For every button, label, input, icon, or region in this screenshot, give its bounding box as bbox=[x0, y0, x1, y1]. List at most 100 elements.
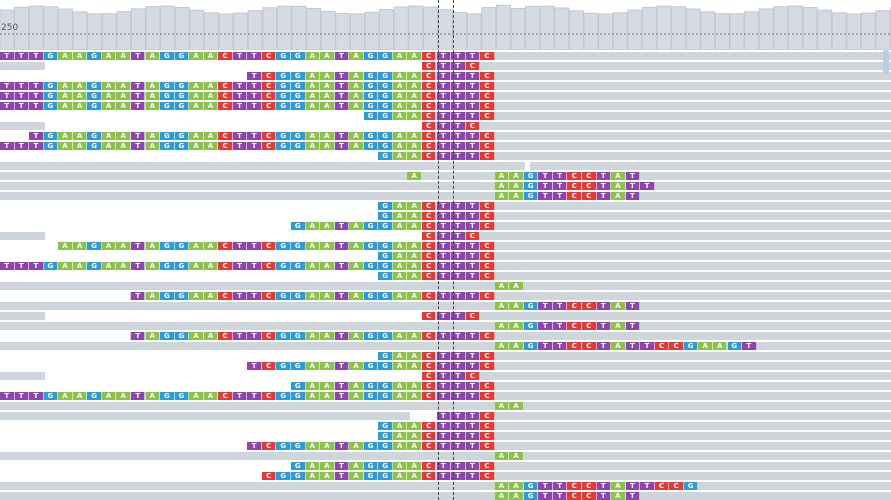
base-C: C bbox=[480, 82, 495, 90]
read-bar[interactable] bbox=[0, 172, 891, 180]
read-bar[interactable] bbox=[380, 432, 891, 440]
base-G: G bbox=[160, 92, 175, 100]
coverage-bar bbox=[802, 6, 818, 50]
read-bar[interactable] bbox=[0, 372, 45, 380]
base-T: T bbox=[130, 142, 146, 150]
coverage-bar bbox=[495, 4, 511, 50]
base-G: G bbox=[378, 432, 393, 440]
base-T: T bbox=[596, 192, 612, 200]
read-bar[interactable] bbox=[425, 232, 891, 240]
base-C: C bbox=[218, 52, 233, 60]
base-C: C bbox=[218, 142, 233, 150]
base-A: A bbox=[203, 392, 219, 400]
read-bar[interactable] bbox=[425, 372, 891, 380]
read-bar[interactable] bbox=[0, 482, 891, 490]
base-G: G bbox=[363, 332, 379, 340]
base-G: G bbox=[378, 112, 393, 120]
read-bar[interactable] bbox=[130, 292, 891, 300]
read-bar[interactable] bbox=[0, 342, 891, 350]
read-bar[interactable] bbox=[0, 322, 891, 330]
coverage-bar bbox=[364, 11, 380, 50]
coverage-bar bbox=[539, 5, 555, 50]
base-G: G bbox=[160, 132, 175, 140]
read-bar[interactable] bbox=[0, 62, 45, 70]
read-bar[interactable] bbox=[248, 72, 891, 80]
read-bar[interactable] bbox=[380, 202, 891, 210]
read-bar[interactable] bbox=[425, 312, 891, 320]
base-G: G bbox=[87, 82, 102, 90]
base-A: A bbox=[349, 242, 364, 250]
base-A: A bbox=[189, 52, 204, 60]
read-bar[interactable] bbox=[0, 412, 410, 420]
coverage-bar bbox=[0, 9, 15, 50]
read-bar[interactable] bbox=[293, 382, 891, 390]
read-bar[interactable] bbox=[0, 452, 891, 460]
read-bar[interactable] bbox=[0, 312, 45, 320]
base-A: A bbox=[392, 92, 408, 100]
base-A: A bbox=[189, 392, 204, 400]
read-bar[interactable] bbox=[0, 182, 891, 190]
read-bar[interactable] bbox=[0, 302, 891, 310]
read-bar[interactable] bbox=[0, 162, 525, 170]
read-bar[interactable] bbox=[380, 272, 891, 280]
read-bar[interactable] bbox=[380, 212, 891, 220]
read-bar[interactable] bbox=[0, 282, 891, 290]
read-bar[interactable] bbox=[130, 332, 891, 340]
base-T: T bbox=[451, 82, 466, 90]
read-bar[interactable] bbox=[365, 112, 891, 120]
read-bar[interactable] bbox=[0, 402, 891, 410]
read-bar[interactable] bbox=[380, 422, 891, 430]
coverage-bar bbox=[627, 9, 643, 50]
base-T: T bbox=[247, 332, 262, 340]
base-C: C bbox=[480, 392, 495, 400]
read-bar[interactable] bbox=[530, 162, 891, 170]
vertical-scrollbar-thumb[interactable] bbox=[883, 50, 889, 74]
base-G: G bbox=[378, 472, 393, 480]
base-T: T bbox=[552, 342, 568, 350]
read-bar[interactable] bbox=[0, 232, 45, 240]
base-G: G bbox=[378, 242, 393, 250]
coverage-bar bbox=[787, 5, 803, 50]
base-A: A bbox=[320, 72, 335, 80]
base-T: T bbox=[436, 62, 452, 70]
base-A: A bbox=[611, 172, 626, 180]
read-bar[interactable] bbox=[248, 442, 891, 450]
base-A: A bbox=[58, 132, 73, 140]
coverage-bar bbox=[481, 6, 497, 50]
read-bar[interactable] bbox=[0, 122, 45, 130]
coverage-bar bbox=[218, 13, 234, 50]
base-A: A bbox=[407, 262, 422, 270]
base-A: A bbox=[392, 52, 408, 60]
read-bar[interactable] bbox=[380, 152, 891, 160]
read-bar[interactable] bbox=[248, 362, 891, 370]
base-C: C bbox=[421, 312, 437, 320]
read-bar[interactable] bbox=[425, 122, 891, 130]
coverage-bar bbox=[291, 5, 307, 50]
base-A: A bbox=[407, 422, 422, 430]
base-G: G bbox=[160, 392, 175, 400]
base-T: T bbox=[465, 242, 481, 250]
base-A: A bbox=[189, 142, 204, 150]
base-C: C bbox=[421, 392, 437, 400]
read-bar[interactable] bbox=[293, 462, 891, 470]
read-bar[interactable] bbox=[263, 472, 891, 480]
base-C: C bbox=[421, 132, 437, 140]
base-G: G bbox=[87, 52, 102, 60]
base-A: A bbox=[392, 262, 408, 270]
base-T: T bbox=[625, 492, 641, 500]
base-A: A bbox=[58, 392, 73, 400]
base-T: T bbox=[451, 292, 466, 300]
base-G: G bbox=[276, 362, 291, 370]
base-A: A bbox=[392, 292, 408, 300]
read-bar[interactable] bbox=[293, 222, 891, 230]
read-bar[interactable] bbox=[380, 352, 891, 360]
read-bar[interactable] bbox=[437, 412, 891, 420]
read-bar[interactable] bbox=[425, 62, 891, 70]
coverage-bar bbox=[233, 12, 249, 50]
read-bar[interactable] bbox=[0, 492, 891, 500]
base-A: A bbox=[116, 82, 131, 90]
base-T: T bbox=[552, 302, 568, 310]
read-bar[interactable] bbox=[0, 192, 891, 200]
read-bar[interactable] bbox=[380, 252, 891, 260]
